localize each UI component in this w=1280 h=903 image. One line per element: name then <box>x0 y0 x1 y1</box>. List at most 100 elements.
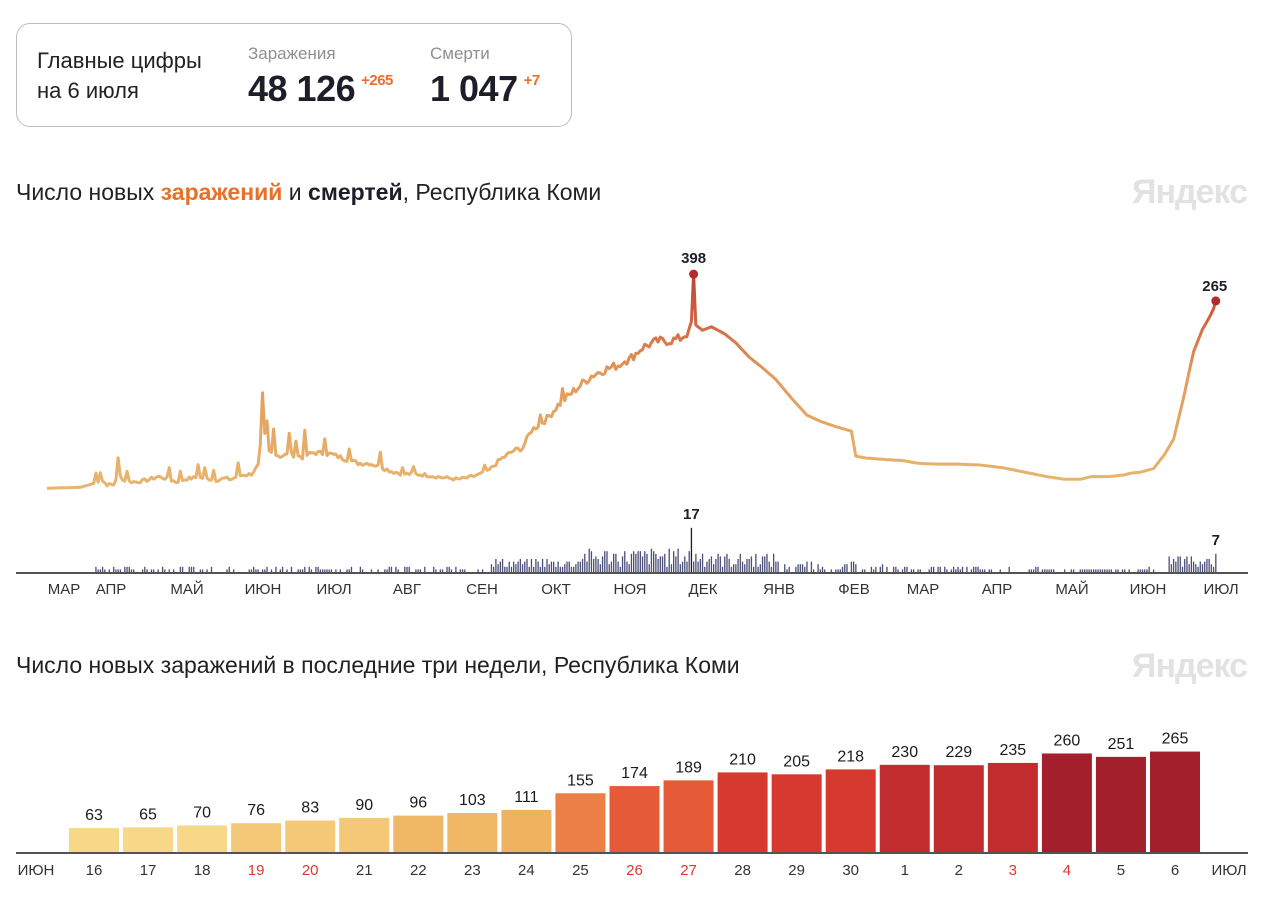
death-bar <box>1084 569 1086 572</box>
death-bar <box>679 564 681 572</box>
death-bar <box>675 556 677 572</box>
death-bar <box>319 569 322 572</box>
deaths-delta: +7 <box>523 72 541 89</box>
death-bar <box>1110 569 1113 572</box>
death-bar <box>577 561 579 572</box>
death-bar <box>266 566 268 572</box>
death-bar <box>1086 569 1088 572</box>
month-label: ИЮН <box>1130 581 1167 598</box>
death-bar <box>1104 569 1106 572</box>
death-bar <box>659 556 661 572</box>
death-bar <box>464 569 466 572</box>
bar-value-label: 65 <box>139 806 157 823</box>
death-bar <box>377 569 379 572</box>
death-bar <box>597 559 599 572</box>
death-bar <box>970 569 973 572</box>
death-bar <box>775 561 777 572</box>
chart2-title: Число новых заражений в последние три не… <box>16 652 740 678</box>
deaths-bars <box>95 527 1217 572</box>
month-label: ИЮН <box>245 581 282 598</box>
death-bar <box>770 566 773 572</box>
death-bar <box>1097 569 1099 572</box>
death-bar <box>861 569 864 572</box>
death-bar <box>548 564 550 572</box>
death-bar <box>544 566 546 572</box>
death-bar <box>686 561 688 572</box>
bar <box>879 764 930 852</box>
death-bar <box>981 569 984 572</box>
death-bar <box>419 569 421 572</box>
death-bar <box>972 566 975 572</box>
death-bar <box>1152 569 1155 572</box>
death-bar <box>1046 569 1048 572</box>
death-bar <box>264 569 266 572</box>
death-bar <box>515 564 517 572</box>
bar-value-label: 189 <box>675 759 702 776</box>
death-bar <box>417 569 419 572</box>
death-bar <box>681 561 684 572</box>
bar <box>1150 751 1200 852</box>
death-bar <box>852 561 855 572</box>
death-bar <box>1184 559 1186 572</box>
death-bar <box>346 569 348 572</box>
death-bar <box>906 566 908 572</box>
death-bar <box>521 564 524 572</box>
summary-heading-line2: на 6 июля <box>37 78 139 103</box>
death-bar <box>839 569 841 572</box>
death-bar <box>855 564 857 572</box>
bar <box>717 772 768 852</box>
death-bar <box>657 559 659 572</box>
death-bar <box>1204 561 1206 572</box>
day-label: 22 <box>410 862 427 879</box>
death-bar <box>1008 566 1010 572</box>
bar <box>501 809 552 852</box>
bar-value-label: 76 <box>247 802 265 819</box>
death-bar <box>541 559 544 572</box>
death-bar <box>1121 569 1124 572</box>
death-bar <box>233 569 235 572</box>
chart1-title-cases: заражений <box>160 179 283 205</box>
death-bar <box>1197 566 1199 572</box>
day-label: 6 <box>1171 862 1179 879</box>
death-bar <box>439 569 441 572</box>
death-bar <box>1072 569 1075 572</box>
death-bar <box>1081 569 1084 572</box>
death-bar <box>648 564 650 572</box>
death-bar <box>946 569 948 572</box>
death-bar <box>1172 559 1175 572</box>
death-bar <box>226 569 228 572</box>
death-bar <box>904 566 906 572</box>
death-bar <box>917 569 919 572</box>
death-bar <box>699 559 701 572</box>
death-bar <box>128 566 130 572</box>
death-bar <box>1148 566 1150 572</box>
death-bar <box>255 569 257 572</box>
day-label: 2 <box>955 862 963 879</box>
death-bar <box>615 553 617 572</box>
death-bar <box>1030 569 1033 572</box>
death-bar <box>546 559 548 572</box>
deaths-last-label: 7 <box>1212 532 1220 549</box>
death-bar <box>881 564 884 572</box>
cases-peak-label: 398 <box>681 250 706 267</box>
death-bar <box>210 566 213 572</box>
death-bar <box>141 569 144 572</box>
bar-value-label: 103 <box>459 792 486 809</box>
death-bar <box>286 569 288 572</box>
death-bar <box>199 569 202 572</box>
death-bar <box>1199 561 1201 572</box>
death-bar <box>777 561 779 572</box>
day-label: 19 <box>248 862 265 879</box>
death-bar <box>641 556 644 572</box>
death-bar <box>490 564 493 572</box>
death-bar <box>370 569 373 572</box>
death-bar <box>693 561 695 572</box>
death-bar <box>977 566 979 572</box>
month-label: ФЕВ <box>838 581 869 598</box>
bar <box>123 827 174 852</box>
death-bar <box>1170 564 1173 572</box>
death-bar <box>448 566 450 572</box>
death-bar <box>495 559 497 572</box>
bar <box>825 769 876 852</box>
death-bar <box>999 569 1001 572</box>
